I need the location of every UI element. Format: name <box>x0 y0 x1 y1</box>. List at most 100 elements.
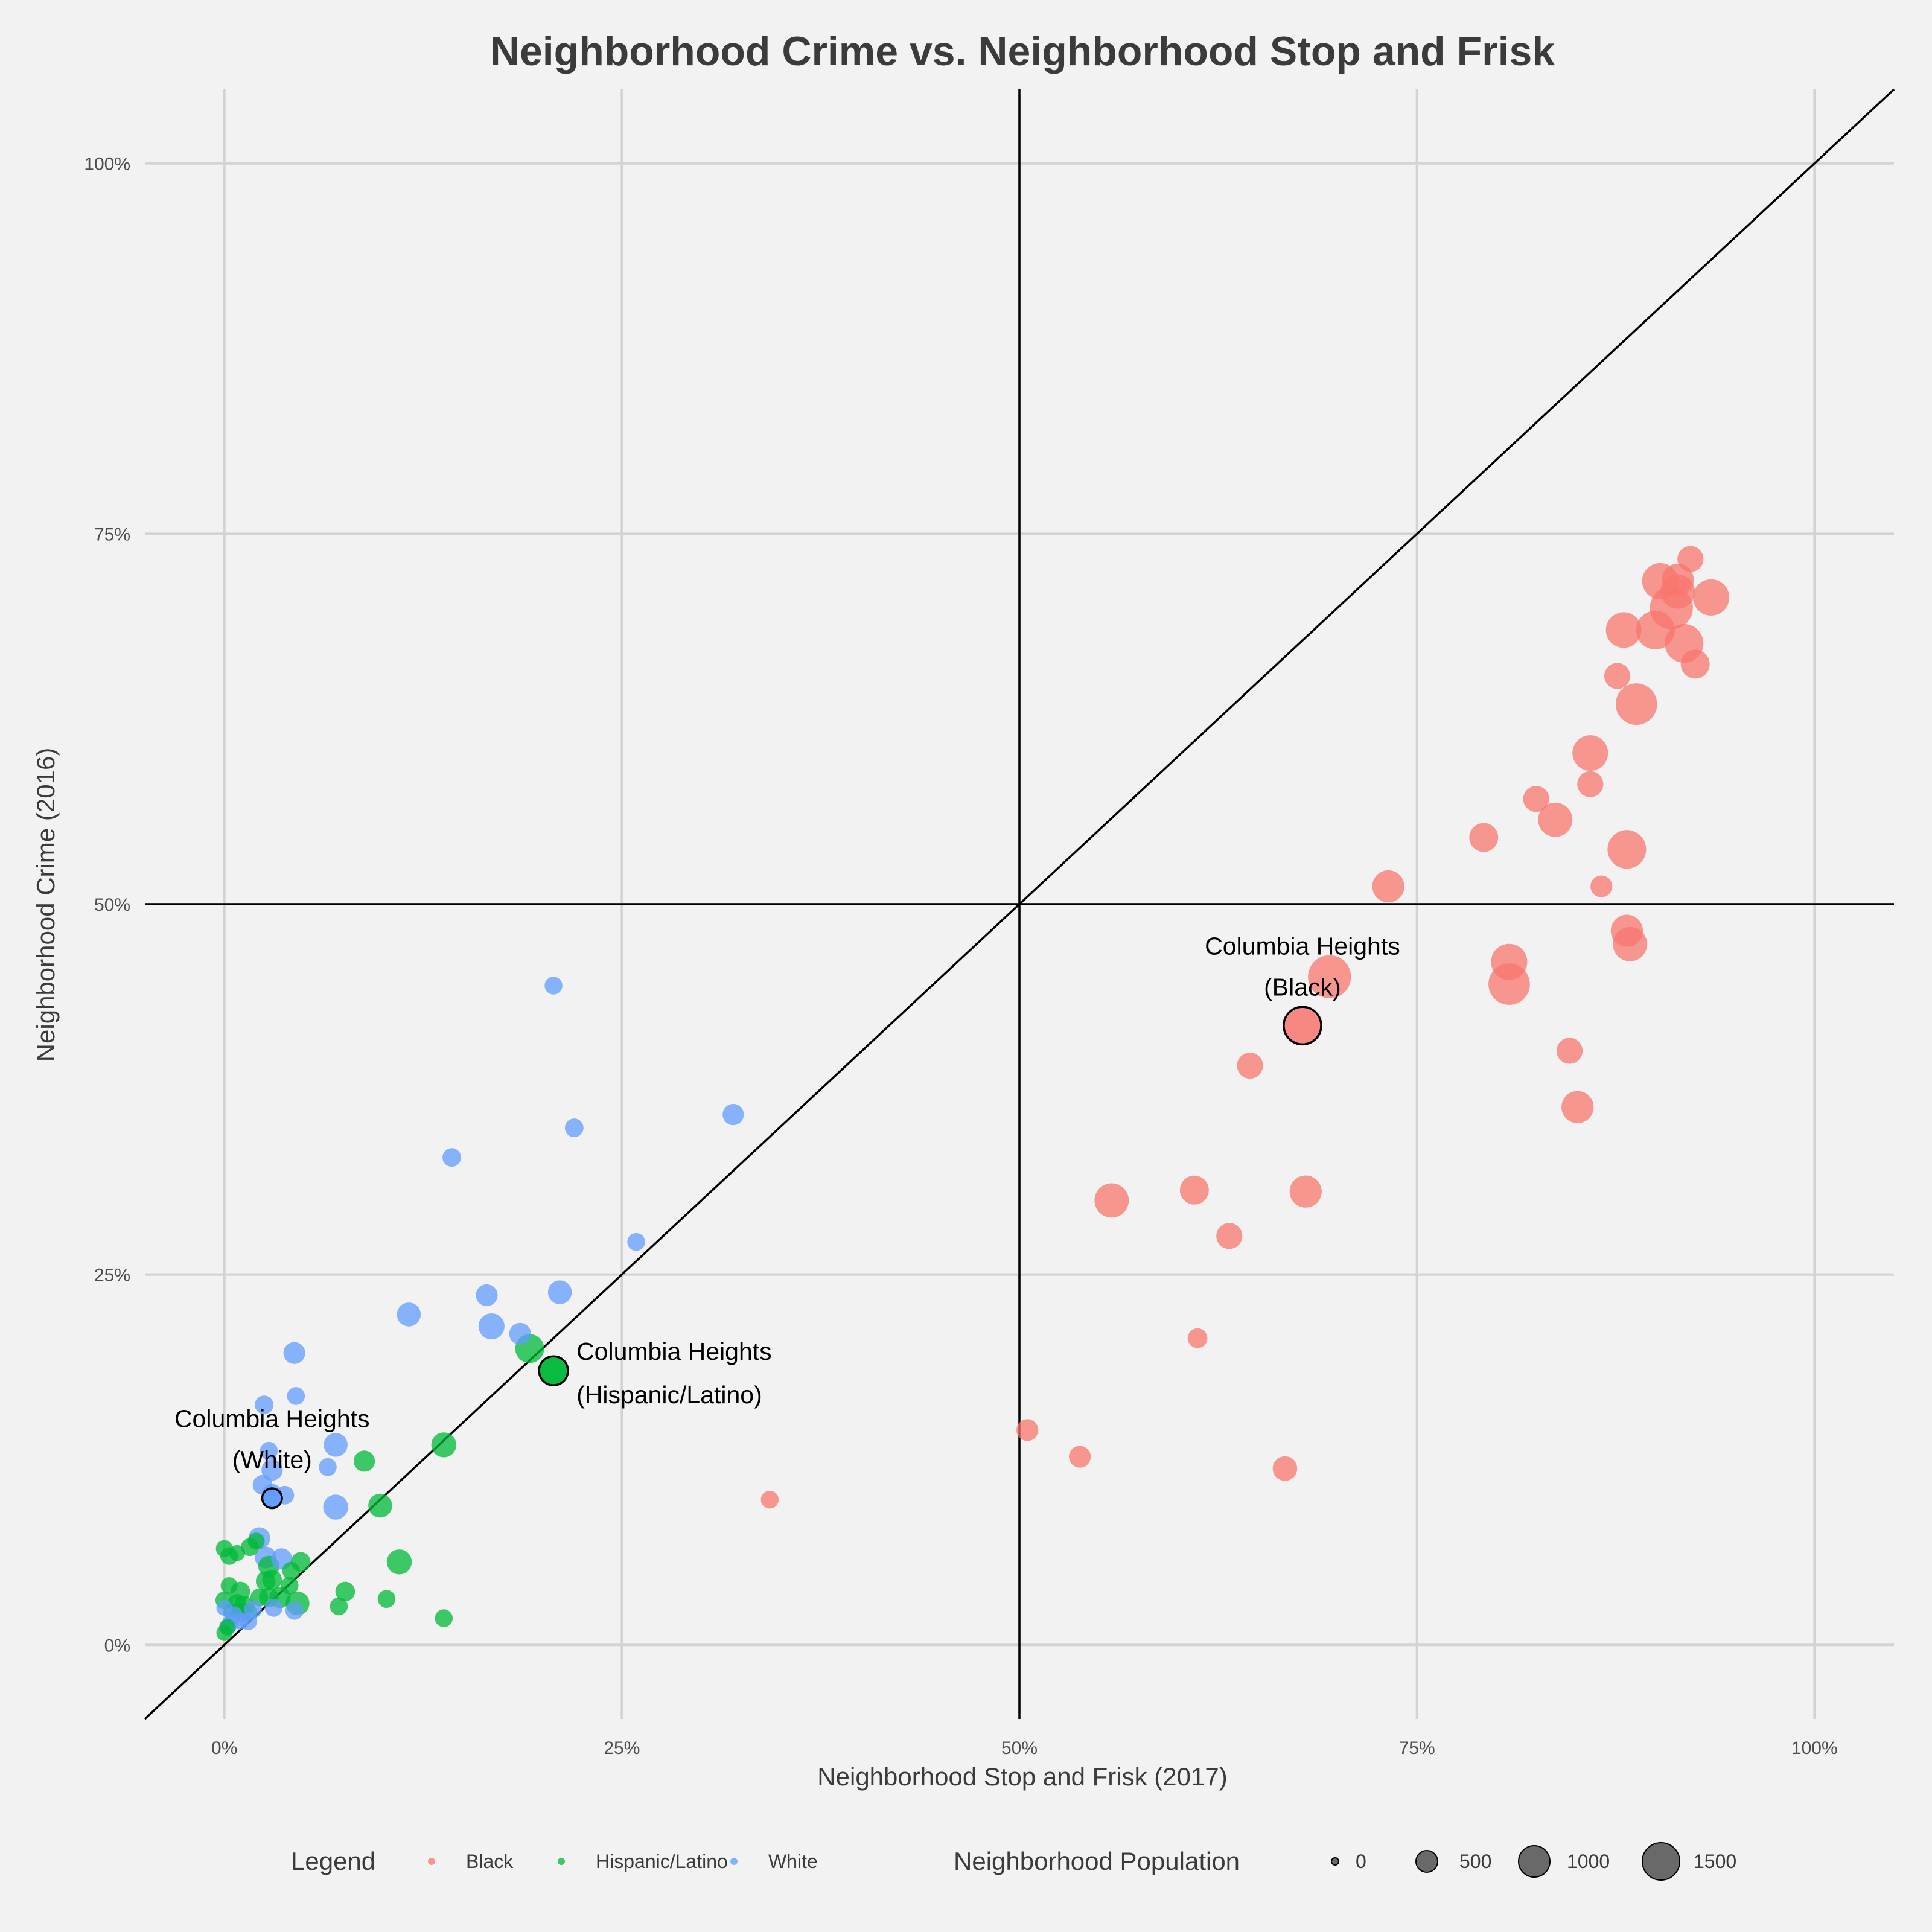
data-point-hispanic-latino <box>435 1609 453 1627</box>
data-point-white <box>544 977 563 995</box>
legend-label: Hispanic/Latino <box>596 1851 728 1872</box>
highlighted-point-hispanic-latino <box>538 1355 569 1386</box>
data-point-white <box>287 1387 305 1405</box>
data-point-white <box>260 1441 278 1460</box>
data-point-black <box>1615 683 1657 725</box>
legend-size-swatch <box>1518 1845 1551 1878</box>
legend-swatch-black <box>428 1858 435 1865</box>
x-tick-label: 25% <box>604 1738 640 1758</box>
data-point-black <box>1577 771 1604 797</box>
legend-size-label: 0 <box>1356 1851 1366 1872</box>
y-tick-label: 75% <box>94 524 130 544</box>
data-point-black <box>1016 1419 1039 1441</box>
chart-title: Neighborhood Crime vs. Neighborhood Stop… <box>490 28 1555 74</box>
data-point-black <box>1590 875 1613 897</box>
legend-size-title: Neighborhood Population <box>954 1847 1240 1875</box>
data-point-white <box>442 1148 461 1167</box>
data-point-black <box>1469 823 1499 852</box>
data-point-white <box>478 1313 505 1340</box>
data-point-black <box>1187 1328 1208 1348</box>
data-point-black <box>1692 579 1730 616</box>
data-point-hispanic-latino <box>219 1619 236 1636</box>
legend-size-label: 1000 <box>1567 1851 1610 1872</box>
data-point-white <box>564 1118 584 1138</box>
x-axis-title: Neighborhood Stop and Frisk (2017) <box>817 1762 1227 1791</box>
legend-color-items: Black Hispanic/Latino White <box>428 1851 818 1872</box>
legend-swatch-white <box>730 1858 738 1865</box>
x-tick-label: 0% <box>211 1738 237 1758</box>
data-point-black <box>1491 943 1528 980</box>
legend-size-swatch <box>1642 1842 1680 1881</box>
data-point-black <box>1556 1038 1583 1064</box>
data-point-white <box>216 1599 232 1616</box>
data-point-black <box>1572 735 1608 771</box>
data-point-black <box>1216 1223 1243 1249</box>
data-point-black <box>760 1490 779 1509</box>
data-point-black <box>1561 1091 1594 1123</box>
data-point-white <box>283 1342 305 1364</box>
highlighted-points <box>261 1006 1322 1510</box>
data-point-hispanic-latino <box>280 1577 299 1595</box>
data-point-black <box>1272 1456 1298 1481</box>
annotations: Columbia Heights (Black) Columbia Heights (… <box>174 932 1400 1473</box>
data-point-hispanic-latino <box>282 1561 301 1580</box>
x-tick-label: 50% <box>1001 1738 1038 1758</box>
data-point-black <box>1538 802 1573 837</box>
x-axis-ticks: 0% 25% 50% 75% 100% <box>211 1738 1838 1758</box>
legend-size-items: 0 500 1000 1500 <box>1331 1842 1736 1881</box>
data-point-black <box>1094 1183 1129 1218</box>
data-point-black <box>1523 786 1549 812</box>
data-point-hispanic-latino <box>215 1540 233 1557</box>
data-point-black <box>1289 1175 1322 1208</box>
data-point-hispanic-latino <box>262 1569 282 1590</box>
data-point-hispanic-latino <box>386 1549 412 1575</box>
data-point-black <box>1069 1446 1091 1468</box>
data-point-white <box>285 1602 304 1620</box>
legend-size-label: 500 <box>1459 1851 1491 1872</box>
highlighted-point-black <box>1283 1006 1322 1046</box>
data-point-black <box>1610 914 1643 947</box>
data-point-black <box>1680 649 1710 679</box>
data-point-hispanic-latino <box>229 1545 246 1561</box>
data-point-white <box>264 1599 283 1617</box>
annotation-label: Columbia Heights <box>174 1404 370 1432</box>
legend-label: White <box>768 1851 818 1872</box>
annotation-label: (Black) <box>1264 973 1341 1001</box>
data-point-black <box>1308 955 1351 998</box>
legend-label: Black <box>466 1851 514 1872</box>
data-point-white <box>323 1494 348 1520</box>
data-point-white <box>397 1302 421 1327</box>
y-tick-label: 100% <box>84 155 130 174</box>
data-point-white <box>319 1458 337 1476</box>
annotation-label: (White) <box>232 1446 312 1473</box>
y-tick-label: 50% <box>94 895 130 915</box>
data-point-hispanic-latino <box>335 1581 355 1602</box>
data-point-hispanic-latino <box>247 1532 265 1550</box>
y-axis-title: Neighborhood Crime (2016) <box>31 748 60 1062</box>
x-tick-label: 75% <box>1399 1738 1435 1758</box>
data-point-black <box>1677 546 1704 572</box>
y-tick-label: 0% <box>104 1636 130 1656</box>
legend: Legend Neighborhood Population Black Hisp… <box>291 1842 1736 1881</box>
data-point-hispanic-latino <box>220 1577 238 1595</box>
annotation-label: Columbia Heights <box>1205 932 1400 960</box>
data-point-hispanic-latino <box>431 1432 457 1458</box>
data-point-black <box>1604 663 1631 689</box>
data-points <box>215 546 1730 1641</box>
data-point-white <box>244 1600 262 1619</box>
annotation-label: (Hispanic/Latino) <box>576 1381 762 1409</box>
data-point-black <box>1607 830 1647 869</box>
data-point-white <box>231 1612 249 1630</box>
data-point-white <box>547 1280 572 1304</box>
data-point-white <box>476 1284 498 1307</box>
legend-color-title: Legend <box>291 1847 375 1875</box>
data-point-white <box>722 1103 744 1126</box>
data-point-white <box>261 1459 283 1481</box>
data-point-hispanic-latino <box>368 1493 392 1518</box>
y-tick-label: 25% <box>94 1266 130 1286</box>
x-tick-label: 100% <box>1791 1738 1838 1758</box>
data-point-hispanic-latino <box>330 1597 348 1616</box>
data-point-black <box>1237 1052 1263 1079</box>
